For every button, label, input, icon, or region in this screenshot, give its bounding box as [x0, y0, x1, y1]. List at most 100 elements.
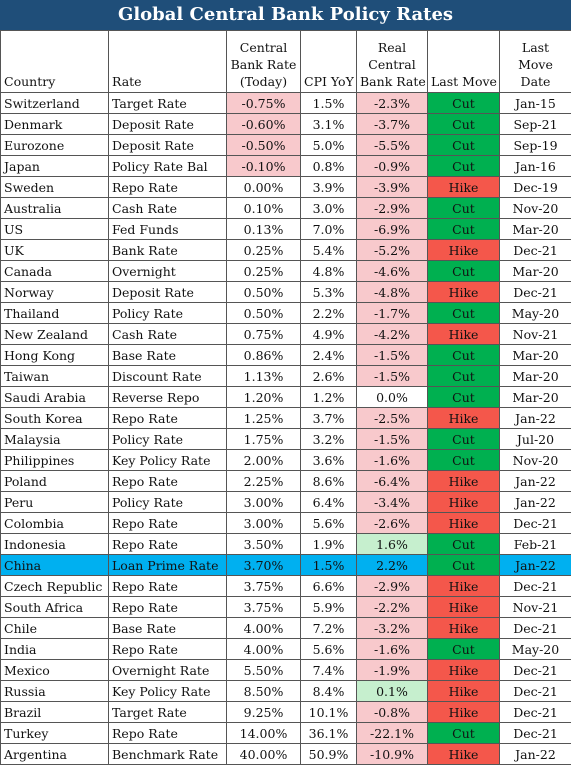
cell-last-move: Cut [428, 198, 500, 219]
cell-real-rate: -0.8% [357, 702, 428, 723]
cell-last-move-date: Jan-22 [500, 492, 571, 513]
cell-last-move-date: Jan-16 [500, 156, 571, 177]
cell-last-move-date: Jul-20 [500, 429, 571, 450]
cell-last-move: Hike [428, 681, 500, 702]
cell-central-bank-rate: 0.13% [227, 219, 301, 240]
cell-last-move: Hike [428, 618, 500, 639]
cell-rate-name: Overnight Rate [109, 660, 227, 681]
cell-last-move-date: Dec-21 [500, 702, 571, 723]
cell-last-move-date: Mar-20 [500, 261, 571, 282]
cell-rate-name: Bank Rate [109, 240, 227, 261]
cell-cpi: 5.6% [301, 513, 357, 534]
cell-real-rate: -2.6% [357, 513, 428, 534]
cell-country: Switzerland [1, 93, 109, 114]
cell-last-move-date: Nov-20 [500, 450, 571, 471]
cell-country: Brazil [1, 702, 109, 723]
cell-last-move-date: Mar-20 [500, 366, 571, 387]
cell-country: Czech Republic [1, 576, 109, 597]
cell-rate-name: Repo Rate [109, 723, 227, 744]
cell-central-bank-rate: 0.25% [227, 240, 301, 261]
cell-central-bank-rate: 9.25% [227, 702, 301, 723]
cell-rate-name: Repo Rate [109, 534, 227, 555]
cell-last-move: Hike [428, 744, 500, 765]
cell-cpi: 2.6% [301, 366, 357, 387]
cell-central-bank-rate: 3.50% [227, 534, 301, 555]
cell-real-rate: 0.1% [357, 681, 428, 702]
cell-last-move-date: Dec-19 [500, 177, 571, 198]
cell-cpi: 6.4% [301, 492, 357, 513]
cell-real-rate: -10.9% [357, 744, 428, 765]
cell-country: Argentina [1, 744, 109, 765]
cell-last-move: Hike [428, 408, 500, 429]
cell-rate-name: Key Policy Rate [109, 450, 227, 471]
cell-central-bank-rate: 3.70% [227, 555, 301, 576]
cell-central-bank-rate: 0.86% [227, 345, 301, 366]
cell-rate-name: Repo Rate [109, 513, 227, 534]
cell-last-move-date: Jan-22 [500, 408, 571, 429]
cell-real-rate: 1.6% [357, 534, 428, 555]
cell-rate-name: Target Rate [109, 702, 227, 723]
cell-real-rate: -1.9% [357, 660, 428, 681]
cell-last-move: Cut [428, 345, 500, 366]
cell-real-rate: -3.4% [357, 492, 428, 513]
header-cpi: CPI YoY [301, 31, 357, 93]
header-last-move: Last Move [428, 31, 500, 93]
cell-rate-name: Policy Rate [109, 303, 227, 324]
cell-last-move-date: Nov-21 [500, 597, 571, 618]
cell-last-move: Cut [428, 135, 500, 156]
cell-central-bank-rate: 40.00% [227, 744, 301, 765]
cell-real-rate: -1.6% [357, 450, 428, 471]
cell-rate-name: Target Rate [109, 93, 227, 114]
cell-last-move-date: Jan-15 [500, 93, 571, 114]
cell-last-move: Cut [428, 93, 500, 114]
cell-central-bank-rate: 3.75% [227, 597, 301, 618]
cell-cpi: 10.1% [301, 702, 357, 723]
cell-cpi: 2.4% [301, 345, 357, 366]
cell-cpi: 4.9% [301, 324, 357, 345]
cell-central-bank-rate: -0.60% [227, 114, 301, 135]
cell-last-move: Hike [428, 492, 500, 513]
cell-rate-name: Policy Rate [109, 492, 227, 513]
cell-real-rate: -1.7% [357, 303, 428, 324]
cell-real-rate: -4.2% [357, 324, 428, 345]
cell-last-move-date: Jan-22 [500, 471, 571, 492]
cell-rate-name: Discount Rate [109, 366, 227, 387]
cell-cpi: 3.1% [301, 114, 357, 135]
cell-real-rate: -3.9% [357, 177, 428, 198]
cell-cpi: 3.6% [301, 450, 357, 471]
cell-central-bank-rate: 1.20% [227, 387, 301, 408]
cell-last-move-date: Mar-20 [500, 387, 571, 408]
cell-cpi: 3.0% [301, 198, 357, 219]
cell-last-move: Cut [428, 261, 500, 282]
cell-last-move-date: Sep-21 [500, 114, 571, 135]
cell-real-rate: -1.5% [357, 345, 428, 366]
cell-rate-name: Base Rate [109, 345, 227, 366]
cell-last-move-date: Dec-21 [500, 282, 571, 303]
cell-real-rate: -4.8% [357, 282, 428, 303]
cell-country: Peru [1, 492, 109, 513]
cell-central-bank-rate: 0.50% [227, 282, 301, 303]
cell-rate-name: Deposit Rate [109, 114, 227, 135]
cell-rate-name: Policy Rate [109, 429, 227, 450]
cell-rate-name: Deposit Rate [109, 135, 227, 156]
cell-cpi: 3.7% [301, 408, 357, 429]
cell-cpi: 36.1% [301, 723, 357, 744]
cell-real-rate: -2.5% [357, 408, 428, 429]
cell-last-move-date: Dec-21 [500, 576, 571, 597]
cell-real-rate: 0.0% [357, 387, 428, 408]
cell-cpi: 8.4% [301, 681, 357, 702]
